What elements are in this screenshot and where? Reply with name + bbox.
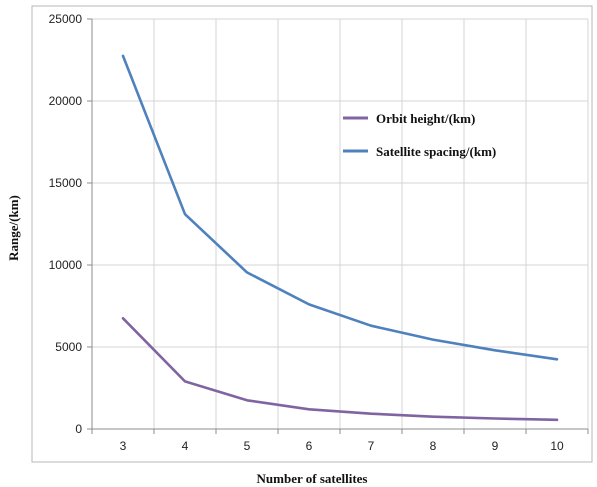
series-line-0 [121,316,559,422]
x-tick-label: 4 [182,439,189,453]
legend-label-orbit-height: Orbit height/(km) [376,111,475,126]
axes [87,18,589,434]
y-tick-label: 20000 [49,94,83,108]
x-tick-label: 3 [120,439,127,453]
y-tick-label: 0 [75,422,82,436]
y-tick-label: 25000 [49,12,83,26]
series-lines [121,54,559,422]
x-axis-title: Number of satellites [257,471,368,486]
series-line-1 [121,54,559,361]
x-tick-label: 6 [306,439,313,453]
y-axis-title: Range/(km) [6,195,21,261]
tick-labels: 0 5000 10000 15000 20000 25000 3 4 5 6 7 8 9 10 [49,12,564,453]
x-tick-label: 7 [368,439,375,453]
y-tick-label: 5000 [55,340,82,354]
legend: Orbit height/(km) Satellite spacing/(km) [343,111,496,159]
x-tick-label: 5 [244,439,251,453]
y-tick-label: 15000 [49,176,83,190]
x-tick-label: 8 [430,439,437,453]
y-tick-label: 10000 [49,258,83,272]
x-tick-label: 9 [492,439,499,453]
chart-frame [31,5,593,463]
legend-label-satellite-spacing: Satellite spacing/(km) [376,144,496,159]
x-tick-label: 10 [550,439,564,453]
